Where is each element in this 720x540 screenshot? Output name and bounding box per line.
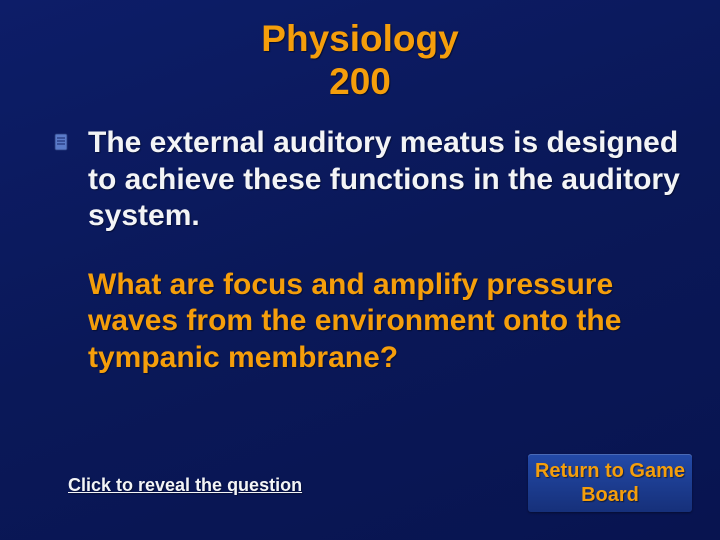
slide-content: The external auditory meatus is designed…: [40, 125, 680, 377]
reveal-question-link[interactable]: Click to reveal the question: [68, 475, 302, 496]
bullet-icon: [54, 133, 70, 153]
return-to-board-button[interactable]: Return to Game Board: [528, 454, 692, 512]
slide-title: Physiology 200: [40, 18, 680, 103]
title-points: 200: [329, 61, 391, 102]
return-button-label: Return to Game Board: [528, 459, 692, 507]
prompt-text: The external auditory meatus is designed…: [88, 125, 680, 235]
title-category: Physiology: [261, 18, 458, 59]
jeopardy-slide: Physiology 200 The external auditory mea…: [0, 0, 720, 540]
answer-text: What are focus and amplify pressure wave…: [88, 267, 680, 377]
